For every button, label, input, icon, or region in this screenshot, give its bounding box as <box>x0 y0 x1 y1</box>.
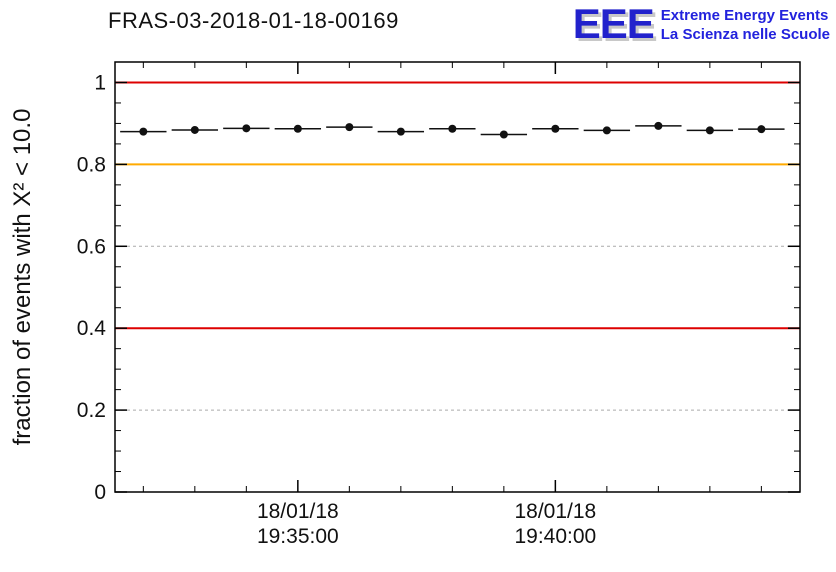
x-tick-label-time: 19:35:00 <box>257 525 339 548</box>
y-tick-label: 0.4 <box>77 317 107 340</box>
data-point <box>602 126 611 135</box>
y-tick-label: 0.8 <box>77 153 106 176</box>
eee-logo-acronym: EEE <box>572 0 655 47</box>
x-tick-label-date: 18/01/18 <box>514 500 596 523</box>
eee-logo-line2: La Scienza nelle Scuole <box>660 25 830 43</box>
chart-title: FRAS-03-2018-01-18-00169 <box>108 8 399 33</box>
x-tick-label-date: 18/01/18 <box>257 500 339 523</box>
data-point <box>293 124 302 133</box>
data-point <box>705 126 714 135</box>
eee-logo-text: Extreme Energy Events La Scienza nelle S… <box>661 5 830 45</box>
axis-frame <box>114 61 801 493</box>
y-tick-label: 0 <box>94 481 106 504</box>
data-point <box>499 130 508 139</box>
data-point <box>757 125 766 134</box>
data-point <box>448 124 457 133</box>
data-point <box>139 127 148 136</box>
y-tick-label: 1 <box>94 71 106 94</box>
y-tick-label: 0.2 <box>77 399 106 422</box>
y-tick-label: 0.6 <box>77 235 106 258</box>
data-point <box>190 125 199 134</box>
eee-logo: EEE Extreme Energy Events La Scienza nel… <box>572 0 830 47</box>
eee-logo-line1: Extreme Energy Events <box>660 7 829 24</box>
y-axis-label: fraction of events with X² < 10.0 <box>9 109 36 446</box>
data-point <box>242 124 251 133</box>
x-tick-label-time: 19:40:00 <box>514 525 596 548</box>
data-point <box>396 127 405 136</box>
data-point <box>551 124 560 133</box>
data-point <box>654 121 663 130</box>
data-point <box>345 123 354 132</box>
